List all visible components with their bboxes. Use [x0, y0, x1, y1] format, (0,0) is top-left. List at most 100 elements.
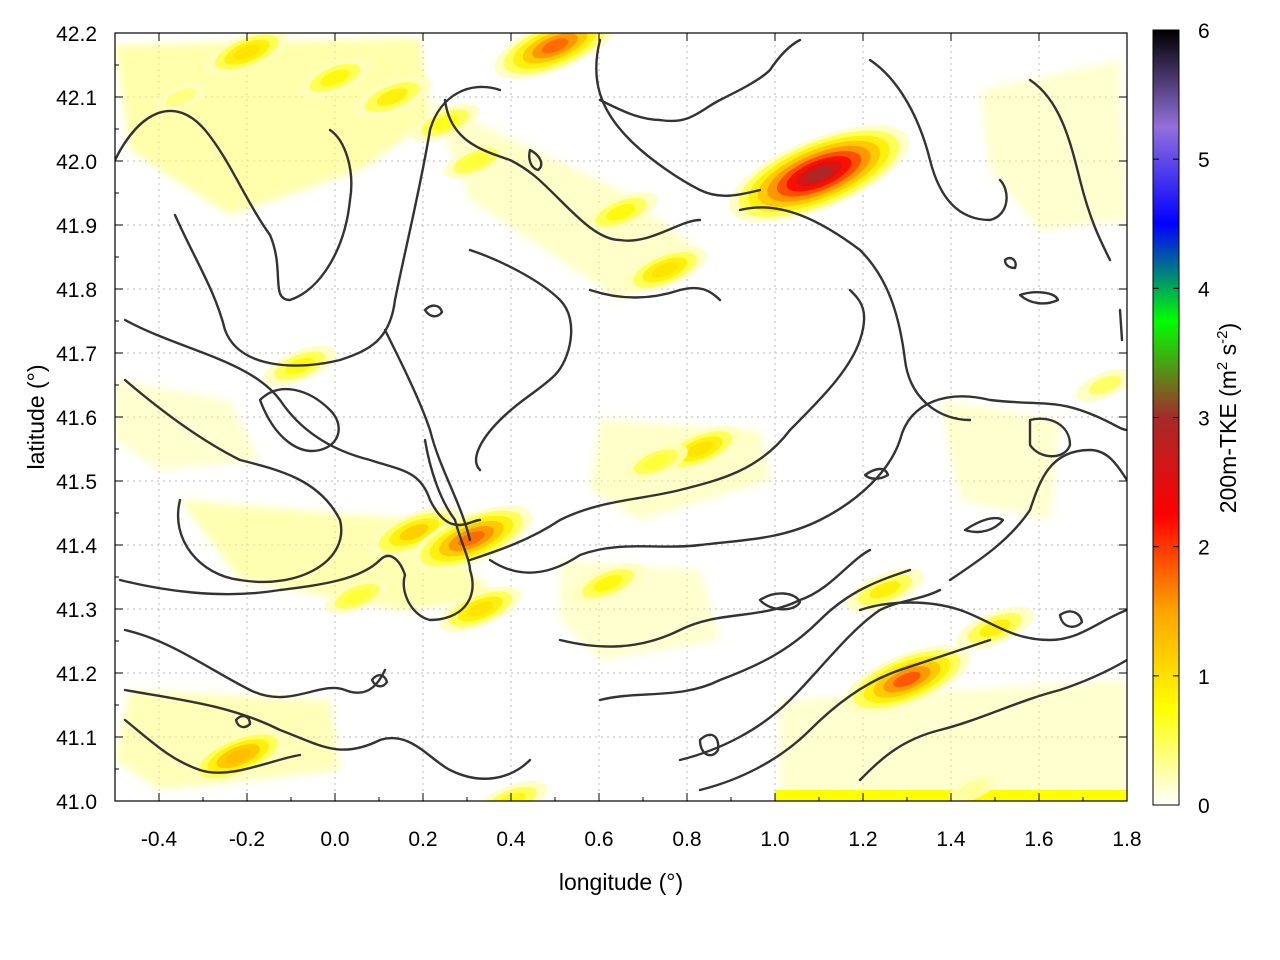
y-tick-label: 42.0 [56, 151, 97, 174]
terrain-contour [383, 328, 472, 542]
tke-hotspot-level [643, 454, 670, 470]
colorbar-label-superscript: 2 [1214, 362, 1231, 370]
tke-hotspot-level [606, 203, 636, 221]
tke-hotspot-level [462, 153, 489, 169]
y-tick-label: 42.1 [56, 87, 97, 110]
tke-hotspot [1075, 368, 1127, 402]
tke-hotspot [623, 246, 707, 293]
terrain-contour [595, 38, 762, 197]
tke-hotspot-level [651, 262, 679, 278]
x-tick-label: 0.4 [496, 828, 526, 851]
y-tick-label: 41.4 [56, 535, 97, 558]
terrain-contour [698, 638, 992, 792]
y-tick-label: 41.9 [56, 215, 97, 238]
tke-hotspot [410, 505, 533, 572]
tke-hotspot-level [687, 441, 714, 457]
terrain-contour [468, 248, 573, 472]
tke-hotspot-level [343, 588, 371, 604]
tke-hotspot-level [893, 671, 921, 688]
tke-hotspot-level [233, 44, 261, 60]
terrain-contour [443, 98, 702, 242]
terrain-contours [115, 38, 1127, 792]
terrain-contour [258, 387, 340, 453]
terrain-contour [118, 554, 407, 596]
terrain-contour [123, 628, 387, 699]
tke-hotspot [189, 729, 287, 783]
tke-hotspot [411, 103, 479, 142]
tke-hotspot [729, 125, 909, 223]
terrain-contour [370, 674, 389, 688]
colorbar-tick-label: 3 [1198, 408, 1210, 431]
colorbar-tick-label: 6 [1198, 20, 1210, 43]
tke-hotspot-level [869, 581, 901, 599]
tke-hotspot-level [376, 88, 408, 106]
tke-hotspot [846, 568, 924, 612]
colorbar-tick-label: 4 [1198, 278, 1210, 301]
x-tick-label: 1.6 [1024, 828, 1053, 851]
terrain-contour [173, 85, 502, 367]
x-tick-label: -0.4 [141, 828, 178, 851]
tke-hotspot [325, 578, 389, 614]
tke-hotspot [494, 33, 616, 79]
terrain-contour [868, 58, 1008, 222]
tke-hotspot-level [467, 601, 494, 617]
x-tick-label: 0.6 [584, 828, 613, 851]
terrain-contour [123, 378, 343, 584]
terrain-contour [863, 467, 890, 480]
x-tick-label: 0.8 [672, 828, 701, 851]
terrain-contour [123, 718, 302, 774]
terrain-contour [234, 714, 252, 729]
terrain-contour [1028, 417, 1072, 458]
x-tick-label: -0.2 [229, 828, 265, 851]
tke-hotspot-level [320, 69, 350, 87]
terrain-contour [858, 601, 1127, 642]
colorbar-tick-label: 5 [1198, 149, 1210, 172]
colorbar-label-superscript: -2 [1214, 330, 1231, 343]
tke-hotspot-level [431, 114, 459, 131]
tke-hotspot [843, 645, 971, 714]
tke-hotspot-level [958, 780, 988, 797]
terrain-contour [598, 38, 802, 123]
terrain-contour [123, 688, 532, 780]
field-patch [780, 680, 1127, 801]
tke-hotspot-level [399, 524, 429, 541]
tke-hotspot [444, 143, 508, 179]
tke-hotspot-level [165, 88, 197, 106]
terrain-contour [1028, 78, 1112, 262]
terrain-contour [1018, 291, 1060, 305]
terrain-contour [115, 109, 353, 302]
tke-hotspot-level [593, 575, 623, 592]
y-tick-label: 41.2 [56, 663, 97, 686]
x-tick-label: 1.0 [760, 828, 789, 851]
tke-hotspot [571, 563, 645, 604]
tke-hotspot [956, 606, 1034, 650]
tke-hotspot-level [1088, 375, 1122, 395]
tke-hotspot [353, 75, 432, 119]
terrain-contour [858, 658, 1127, 782]
terrain-contour [528, 148, 543, 172]
x-tick-label: 1.8 [1112, 828, 1141, 851]
x-tick-label: 1.4 [936, 828, 966, 851]
x-axis-label: longitude (°) [559, 869, 683, 895]
terrain-contour [488, 395, 1127, 574]
tke-hotspot [154, 81, 208, 113]
field-patch [980, 60, 1127, 230]
tke-field [115, 33, 1127, 801]
tke-hotspot [624, 444, 688, 480]
terrain-contour [402, 438, 474, 622]
terrain-contour [738, 206, 972, 422]
tke-hotspot-level [979, 619, 1011, 637]
terrain-contour [1058, 610, 1084, 628]
terrain-contour [123, 318, 482, 527]
colorbar-label-part: s [1215, 344, 1241, 362]
x-tick-label: 0.2 [408, 828, 437, 851]
tke-hotspot-level [541, 38, 569, 54]
colorbar-tick-label: 1 [1198, 666, 1210, 689]
x-axis: -0.4 -0.2 0.0 0.2 0.4 0.6 0.8 1.0 1.2 1.4 1.6 1.8 [114, 33, 1142, 851]
y-tick-label: 41.5 [56, 471, 97, 494]
tke-hotspot [438, 586, 522, 632]
tke-hotspot [948, 774, 998, 801]
y-tick-label: 41.6 [56, 407, 97, 430]
